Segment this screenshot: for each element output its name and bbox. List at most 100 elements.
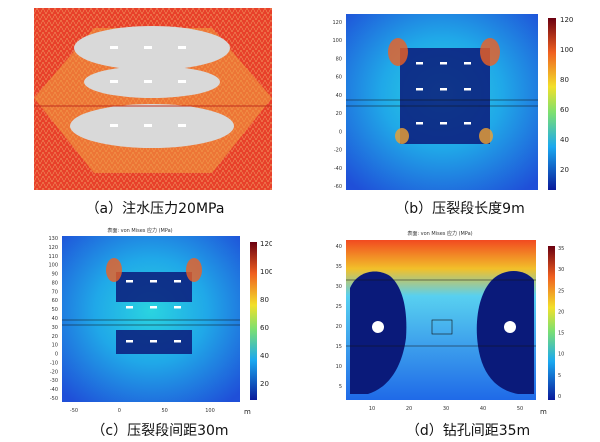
y-axis-c: 1301201101009080706050403020100-10-20-30… (48, 236, 58, 402)
colorbar-tick-label: 80 (260, 296, 269, 304)
y-tick-label: -60 (334, 184, 342, 190)
y-tick-label: 110 (48, 254, 58, 260)
fracture-marks-c (126, 280, 181, 343)
y-tick-label: 90 (52, 272, 58, 278)
y-tick-label: 5 (339, 384, 342, 390)
y-tick-label: 40 (52, 316, 58, 322)
colorbar-tick-label: 20 (560, 166, 569, 174)
x-unit-c: m (244, 408, 251, 416)
y-tick-label: 100 (48, 263, 58, 269)
caption-a: （a）注水压力20MPa (85, 201, 225, 217)
mesh-damage-map (34, 8, 272, 190)
y-tick-label: 30 (336, 284, 342, 290)
stress-field-c (62, 236, 240, 402)
panel-b: 120 100 80 60 40 20 0 -20 -40 -60 120 100 80 60 40 20 (320, 8, 580, 192)
y-tick-label: 130 (48, 236, 58, 242)
monitor-box (431, 319, 453, 335)
y-tick-label: 120 (332, 20, 342, 26)
y-tick-label: 35 (336, 264, 342, 270)
stress-plot-c: 表面: von Mises 应力 (MPa) 13012011010090807… (48, 227, 272, 416)
y-tick-label: 20 (336, 111, 342, 117)
y-tick-label: 20 (52, 334, 58, 340)
y-tick-label: 40 (336, 93, 342, 99)
y-tick-label: 70 (52, 289, 58, 295)
y-tick-label: 80 (52, 280, 58, 286)
x-tick-label: 0 (118, 408, 121, 414)
colorbar-tick-label: 40 (560, 136, 569, 144)
colorbar-ticks-c: 120 100 80 60 40 20 (260, 240, 272, 388)
caption-d: （d）钻孔间距35m (405, 423, 531, 439)
x-tick-label: 30 (443, 406, 449, 412)
y-tick-label: 30 (52, 325, 58, 331)
colorbar-tick-label: 100 (560, 46, 573, 54)
y-tick-label: 40 (336, 244, 342, 250)
colorbar-tick-label: 10 (558, 352, 564, 358)
fracture-zone-right (476, 271, 534, 394)
y-tick-label: 120 (48, 245, 58, 251)
colorbar-ticks-b: 120 100 80 60 40 20 (560, 16, 573, 174)
panel-d: 表面: von Mises 应力 (MPa) 40 35 30 25 20 15 10 5 1… (328, 228, 590, 418)
x-axis-c: -50 0 50 100 (70, 408, 215, 414)
fracture-marks-b (416, 62, 471, 125)
y-tick-label: 50 (52, 307, 58, 313)
colorbar-tick-label: 25 (558, 288, 564, 294)
colorbar-tick-label: 15 (558, 331, 564, 337)
colorbar-tick-label: 120 (560, 16, 573, 24)
y-tick-label: 10 (52, 343, 58, 349)
stress-plot-b: 120 100 80 60 40 20 0 -20 -40 -60 120 100 80 60 40 20 (332, 14, 573, 190)
colorbar-ticks-d: 35 30 25 20 15 10 5 0 (558, 246, 564, 400)
x-tick-label: 40 (480, 406, 486, 412)
y-axis-b: 120 100 80 60 40 20 0 -20 -40 -60 (332, 20, 342, 190)
colorbar-tick-label: 120 (260, 240, 272, 248)
colorbar-tick-label: 5 (558, 373, 561, 379)
borehole-left (372, 321, 384, 333)
y-tick-label: -50 (50, 396, 58, 402)
borehole-right (504, 321, 516, 333)
y-tick-label: -10 (50, 360, 58, 366)
colorbar-tick-label: 60 (560, 106, 569, 114)
y-tick-label: 60 (336, 75, 342, 81)
x-tick-label: 50 (517, 406, 523, 412)
colorbar-tick-label: 35 (558, 246, 564, 252)
x-tick-label: 10 (369, 406, 375, 412)
stress-plot-d: 表面: von Mises 应力 (MPa) 40 35 30 25 20 15 10 5 1… (336, 230, 565, 416)
colorbar-c (250, 242, 257, 400)
y-tick-label: 60 (52, 298, 58, 304)
colorbar-tick-label: 80 (560, 76, 569, 84)
panel-a (34, 8, 272, 190)
colorbar-tick-label: 40 (260, 352, 269, 360)
x-unit-d: m (540, 408, 547, 416)
caption-b: （b）压裂段长度9m (395, 201, 525, 217)
y-tick-label: 25 (336, 304, 342, 310)
colorbar-b (548, 18, 556, 190)
colorbar-tick-label: 30 (558, 267, 564, 273)
x-tick-label: 100 (205, 408, 215, 414)
y-tick-label: 10 (336, 364, 342, 370)
y-tick-label: 0 (55, 352, 58, 358)
caption-c: （c）压裂段间距30m (91, 423, 229, 439)
y-tick-label: -40 (334, 166, 342, 172)
plot-title-c: 表面: von Mises 应力 (MPa) (107, 227, 172, 234)
y-tick-label: -40 (50, 387, 58, 393)
x-tick-label: 20 (406, 406, 412, 412)
x-tick-label: -50 (70, 408, 78, 414)
y-tick-label: -30 (50, 378, 58, 384)
colorbar-tick-label: 60 (260, 324, 269, 332)
colorbar-tick-label: 20 (260, 380, 269, 388)
y-tick-label: 100 (332, 38, 342, 44)
y-axis-d: 40 35 30 25 20 15 10 5 (336, 244, 342, 390)
y-tick-label: 20 (336, 324, 342, 330)
y-tick-label: 0 (339, 129, 342, 135)
y-tick-label: 80 (336, 56, 342, 62)
plot-title-d: 表面: von Mises 应力 (MPa) (407, 230, 472, 237)
fracture-marks (110, 46, 186, 127)
x-tick-label: 50 (161, 408, 167, 414)
colorbar-tick-label: 100 (260, 268, 272, 276)
colorbar-tick-label: 0 (558, 394, 561, 400)
y-tick-label: -20 (334, 148, 342, 154)
x-axis-d: 10 20 30 40 50 (369, 406, 523, 412)
y-tick-label: 15 (336, 344, 342, 350)
colorbar-d (548, 246, 555, 400)
panel-c: 表面: von Mises 应力 (MPa) 130 120 110 100 90 80 7… (40, 226, 272, 418)
colorbar-tick-label: 20 (558, 309, 564, 315)
